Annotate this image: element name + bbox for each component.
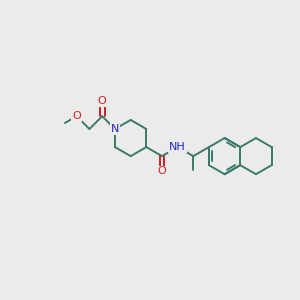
Text: N: N xyxy=(111,124,119,134)
Text: O: O xyxy=(158,167,166,176)
Text: O: O xyxy=(72,111,81,121)
Text: NH: NH xyxy=(169,142,186,152)
Text: O: O xyxy=(98,96,106,106)
